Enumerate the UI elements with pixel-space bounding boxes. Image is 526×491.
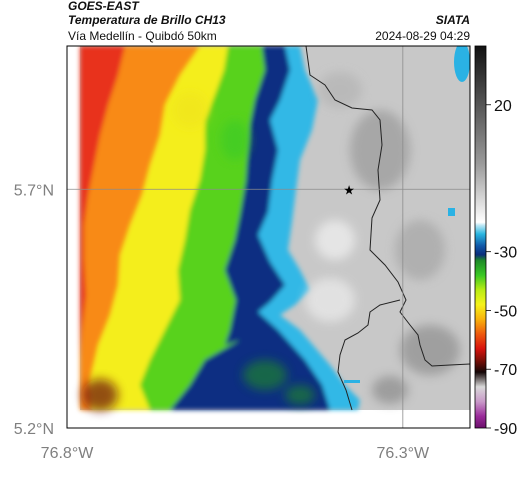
border-line: [305, 46, 470, 367]
cold-patch-right: [448, 208, 455, 216]
border-line-2: [337, 299, 401, 411]
cold-patch-top-right: [454, 46, 470, 82]
colorbar: 20 -30 -50 -70 -90: [474, 45, 517, 438]
product-title: Temperatura de Brillo CH13: [68, 13, 226, 27]
cold-patch-bottom: [344, 380, 360, 383]
satellite-title: GOES-EAST: [68, 0, 139, 13]
plot-frame: [66, 45, 471, 429]
data-field: ★: [67, 46, 470, 428]
y-tick-label-0: 5.7°N: [14, 182, 54, 199]
colorbar-ramp: [474, 45, 487, 429]
location-star-icon: ★: [343, 182, 355, 197]
red-zone: [80, 46, 125, 360]
colorbar-tick-label-0: 20: [494, 98, 512, 115]
colorbar-tick-label-2: -50: [494, 303, 517, 320]
y-tick-label-1: 5.2°N: [14, 421, 54, 438]
texture-spots: [82, 72, 460, 411]
region-subtitle: Vía Medellín - Quibdó 50km: [68, 29, 217, 43]
orange-zone: [80, 46, 200, 410]
x-tick-label-0: 76.8°W: [41, 445, 95, 462]
colorbar-tick-label-4: -90: [494, 421, 517, 438]
colorbar-tick-label-1: -30: [494, 245, 517, 262]
axis-ticks: 76.8°W 76.3°W 5.7°N 5.2°N: [14, 182, 430, 462]
timestamp-label: 2024-08-29 04:29: [375, 29, 470, 43]
x-tick-label-1: 76.3°W: [377, 445, 431, 462]
colorbar-tick-label-3: -70: [494, 362, 517, 379]
organization-label: SIATA: [435, 13, 470, 27]
